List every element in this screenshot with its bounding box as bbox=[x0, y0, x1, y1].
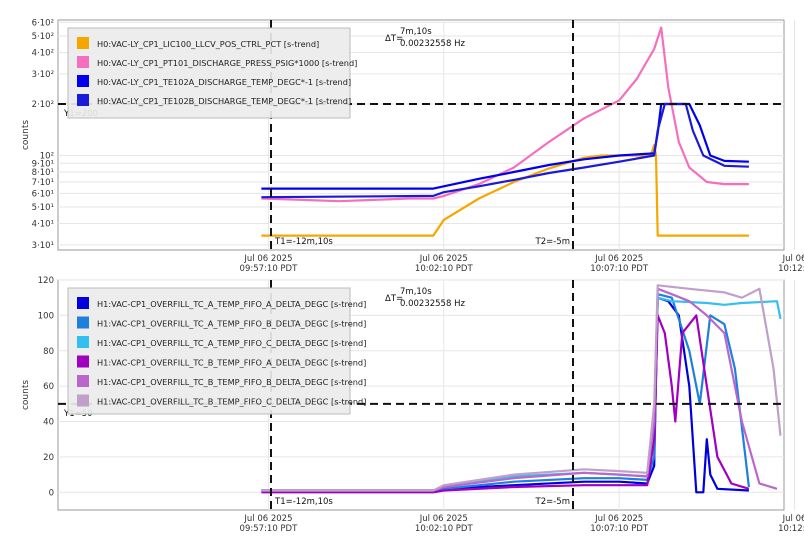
legend-label: H0:VAC-LY_CP1_PT101_DISCHARGE_PRESS_PSIG… bbox=[97, 58, 357, 68]
y-tick-label: 6·10² bbox=[32, 18, 54, 28]
delta-frequency: 0.00232558 Hz bbox=[400, 299, 465, 309]
x-tick-label: 10:07:10 PDT bbox=[590, 524, 649, 534]
x-tick-label: 10:12:1 bbox=[778, 264, 804, 274]
x-tick-label: Jul 06 2025 bbox=[243, 514, 292, 524]
x-tick-label: 10:12:1 bbox=[778, 524, 804, 534]
delta-label: ΔT= bbox=[385, 34, 403, 44]
y-tick-label: 5·10¹ bbox=[32, 203, 54, 213]
y-tick-label: 20 bbox=[43, 453, 54, 463]
legend-label: H1:VAC-CP1_OVERFILL_TC_B_TEMP_FIFO_A_DEL… bbox=[97, 358, 366, 368]
t-cursor-label: T2=-5m bbox=[535, 497, 570, 507]
y-tick-label: 4·10² bbox=[32, 49, 54, 59]
legend-swatch bbox=[77, 375, 89, 387]
legend-box bbox=[67, 287, 351, 415]
y-tick-label: 10² bbox=[40, 151, 54, 161]
legend: H0:VAC-LY_CP1_LIC100_LLCV_POS_CTRL_PCT [… bbox=[67, 27, 357, 119]
series-line-2 bbox=[261, 26, 749, 203]
legend-swatch bbox=[77, 75, 89, 87]
legend-label: H1:VAC-CP1_OVERFILL_TC_B_TEMP_FIFO_B_DEL… bbox=[97, 377, 366, 387]
y-tick-label: 4·10¹ bbox=[32, 220, 54, 230]
y-tick-label: 120 bbox=[38, 276, 54, 286]
legend-label: H0:VAC-LY_CP1_TE102B_DISCHARGE_TEMP_DEGC… bbox=[97, 96, 351, 106]
y-tick-label: 2·10² bbox=[32, 100, 54, 110]
y-axis-label: counts bbox=[21, 120, 31, 150]
y-tick-label: 6·10¹ bbox=[32, 189, 54, 199]
x-tick-label: Jul 06 bbox=[782, 254, 804, 264]
y-tick-label: 7·10¹ bbox=[32, 178, 54, 188]
legend-label: H0:VAC-LY_CP1_TE102A_DISCHARGE_TEMP_DEGC… bbox=[97, 77, 351, 87]
delta-label: ΔT= bbox=[385, 294, 403, 304]
y-tick-label: 0 bbox=[49, 488, 54, 498]
x-tick-label: Jul 06 bbox=[782, 514, 804, 524]
t-cursor-label: T1=-12m,10s bbox=[274, 497, 333, 507]
legend-swatch bbox=[77, 316, 89, 329]
legend-swatch bbox=[77, 394, 89, 407]
x-tick-label: Jul 06 2025 bbox=[243, 254, 292, 264]
legend-swatch bbox=[77, 94, 89, 106]
legend-swatch bbox=[77, 56, 89, 68]
y-tick-label: 3·10² bbox=[32, 70, 54, 80]
series-line-1 bbox=[261, 144, 749, 237]
y-tick-label: 8·10¹ bbox=[32, 168, 54, 178]
y-tick-label: 80 bbox=[43, 347, 54, 357]
y-tick-label: 3·10¹ bbox=[32, 241, 54, 251]
series-line-6 bbox=[261, 284, 782, 492]
legend-swatch bbox=[77, 336, 89, 348]
x-tick-label: Jul 06 2025 bbox=[419, 514, 468, 524]
y-tick-label: 9·10¹ bbox=[32, 159, 54, 169]
delta-time: 7m,10s bbox=[400, 27, 432, 37]
legend-swatch bbox=[77, 37, 89, 49]
legend: H1:VAC-CP1_OVERFILL_TC_A_TEMP_FIFO_A_DEL… bbox=[67, 287, 366, 415]
series-line-3 bbox=[261, 102, 749, 190]
y-tick-label: 100 bbox=[38, 311, 54, 321]
series-line-4 bbox=[261, 314, 750, 494]
y-tick-label: 5·10² bbox=[32, 32, 54, 42]
t-cursor-label: T2=-5m bbox=[535, 237, 570, 247]
x-tick-label: 10:07:10 PDT bbox=[590, 264, 649, 274]
legend-label: H1:VAC-CP1_OVERFILL_TC_B_TEMP_FIFO_C_DEL… bbox=[97, 397, 366, 407]
x-tick-label: Jul 06 2025 bbox=[594, 514, 643, 524]
legend-label: H0:VAC-LY_CP1_LIC100_LLCV_POS_CTRL_PCT [… bbox=[97, 39, 319, 49]
y-tick-label: 40 bbox=[43, 418, 54, 428]
legend-swatch bbox=[77, 355, 89, 368]
y-axis-label: counts bbox=[21, 380, 31, 410]
x-tick-label: Jul 06 2025 bbox=[419, 254, 468, 264]
t-cursor-label: T1=-12m,10s bbox=[274, 237, 333, 247]
delta-frequency: 0.00232558 Hz bbox=[400, 39, 465, 49]
legend-label: H1:VAC-CP1_OVERFILL_TC_A_TEMP_FIFO_C_DEL… bbox=[97, 338, 366, 348]
x-tick-label: 10:02:10 PDT bbox=[415, 264, 474, 274]
x-tick-label: 10:02:10 PDT bbox=[415, 524, 474, 534]
x-tick-label: Jul 06 2025 bbox=[594, 254, 643, 264]
y-tick-label: 60 bbox=[43, 382, 54, 392]
legend-label: H1:VAC-CP1_OVERFILL_TC_A_TEMP_FIFO_B_DEL… bbox=[97, 319, 366, 329]
x-tick-label: 09:57:10 PDT bbox=[240, 524, 299, 534]
x-tick-label: 09:57:10 PDT bbox=[240, 264, 299, 274]
legend-label: H1:VAC-CP1_OVERFILL_TC_A_TEMP_FIFO_A_DEL… bbox=[97, 299, 366, 309]
series-line-4 bbox=[261, 102, 749, 199]
legend-box bbox=[67, 27, 351, 119]
legend-swatch bbox=[77, 297, 89, 309]
delta-time: 7m,10s bbox=[400, 287, 432, 297]
